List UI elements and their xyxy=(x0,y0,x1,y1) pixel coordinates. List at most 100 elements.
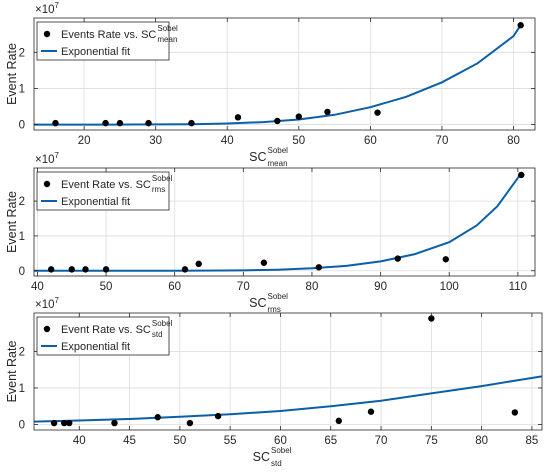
x-axis-label-subscript: mean xyxy=(268,159,288,168)
x-tick-label: 75 xyxy=(425,435,438,447)
legend-points-label: Event Rate vs. SC xyxy=(61,324,151,336)
x-tick-label: 65 xyxy=(324,435,337,447)
legend-points-subscript: std xyxy=(152,330,163,339)
y-tick-label: 0 xyxy=(19,266,25,278)
data-point xyxy=(154,414,161,421)
legend-fit-label: Exponential fit xyxy=(61,341,130,353)
data-point xyxy=(102,119,109,127)
data-point xyxy=(260,259,268,266)
data-point xyxy=(186,419,194,427)
data-point xyxy=(60,419,68,427)
legend-points-subscript: rms xyxy=(152,185,165,194)
x-tick-label: 70 xyxy=(375,435,388,447)
y-axis-label: Event Rate xyxy=(5,43,19,105)
x-tick-label: 40 xyxy=(221,135,234,147)
data-point xyxy=(374,109,381,116)
x-axis-label-superscript: Sobel xyxy=(271,446,292,455)
data-point xyxy=(181,266,189,273)
axes-box xyxy=(33,17,536,131)
x-tick-label: 40 xyxy=(31,281,44,293)
y-tick-label: 1 xyxy=(19,383,25,395)
legend-box xyxy=(36,171,170,211)
y-exponent-label: ×107 xyxy=(35,296,60,311)
legend-points-superscript: Sobel xyxy=(152,174,173,183)
x-tick-label: 70 xyxy=(436,135,449,147)
x-axis-label-superscript: Sobel xyxy=(268,292,289,301)
legend-points-superscript: Sobel xyxy=(152,319,173,328)
data-point xyxy=(214,412,222,420)
x-tick-label: 50 xyxy=(292,135,305,147)
legend-box xyxy=(36,21,170,61)
x-tick-label: 80 xyxy=(475,435,488,447)
x-tick-label: 80 xyxy=(507,135,520,147)
x-tick-label: 85 xyxy=(526,435,539,447)
x-tick-label: 100 xyxy=(440,281,459,293)
x-axis-label: SC xyxy=(249,296,266,310)
legend-points-label: Event Rate vs. SC xyxy=(61,179,151,191)
data-point xyxy=(145,119,152,127)
legend-points-label: Events Rate vs. SC xyxy=(61,29,156,41)
x-tick-label: 40 xyxy=(73,435,86,447)
x-axis-label-subscript: std xyxy=(271,459,282,468)
x-tick-label: 45 xyxy=(123,435,136,447)
x-tick-label: 80 xyxy=(306,281,319,293)
y-axis-label: Event Rate xyxy=(5,341,19,403)
x-tick-label: 60 xyxy=(364,135,377,147)
x-tick-label: 60 xyxy=(168,281,181,293)
data-point xyxy=(517,22,524,29)
data-point xyxy=(111,419,118,427)
legend-fit-label: Exponential fit xyxy=(61,196,130,208)
data-point xyxy=(82,266,89,273)
data-point xyxy=(274,117,281,125)
y-tick-label: 2 xyxy=(19,346,25,358)
x-axis-label-subscript: rms xyxy=(268,305,281,314)
data-point xyxy=(324,108,331,116)
data-point xyxy=(394,255,401,262)
x-axis-label: SC xyxy=(253,450,270,464)
legend-point-marker xyxy=(43,325,51,333)
legend-points-subscript: mean xyxy=(157,35,177,44)
x-tick-label: 110 xyxy=(509,281,527,293)
x-tick-label: 55 xyxy=(224,435,237,447)
legend-point-marker xyxy=(43,30,51,38)
axes-box xyxy=(33,167,536,277)
x-axis-label: SC xyxy=(249,150,266,164)
data-point xyxy=(511,409,519,416)
x-tick-label: 50 xyxy=(100,281,113,293)
x-tick-label: 30 xyxy=(149,135,162,147)
data-point xyxy=(335,417,342,425)
y-tick-label: 1 xyxy=(19,231,25,243)
legend-points-superscript: Sobel xyxy=(157,24,178,33)
data-point xyxy=(50,419,58,427)
data-point xyxy=(195,260,202,268)
y-exponent-label: ×107 xyxy=(35,1,60,16)
y-tick-label: 0 xyxy=(19,420,25,432)
y-tick-label: 2 xyxy=(19,196,25,208)
data-point xyxy=(442,256,449,263)
data-point xyxy=(234,114,242,121)
y-tick-label: 2 xyxy=(19,47,25,59)
x-tick-label: 50 xyxy=(173,435,186,447)
data-point xyxy=(295,113,303,120)
data-point xyxy=(367,408,375,415)
exponential-fit-line xyxy=(34,375,542,423)
data-point xyxy=(52,119,59,127)
data-point xyxy=(102,266,110,273)
data-point xyxy=(428,315,435,322)
y-axis-label: Event Rate xyxy=(5,191,19,253)
x-tick-label: 70 xyxy=(237,281,250,293)
legend-point-marker xyxy=(43,180,51,188)
x-tick-label: 20 xyxy=(78,135,91,147)
data-point xyxy=(315,264,323,271)
data-point xyxy=(66,419,73,427)
x-tick-label: 90 xyxy=(374,281,387,293)
exponential-fit-line xyxy=(34,172,523,272)
y-tick-label: 0 xyxy=(19,120,25,132)
